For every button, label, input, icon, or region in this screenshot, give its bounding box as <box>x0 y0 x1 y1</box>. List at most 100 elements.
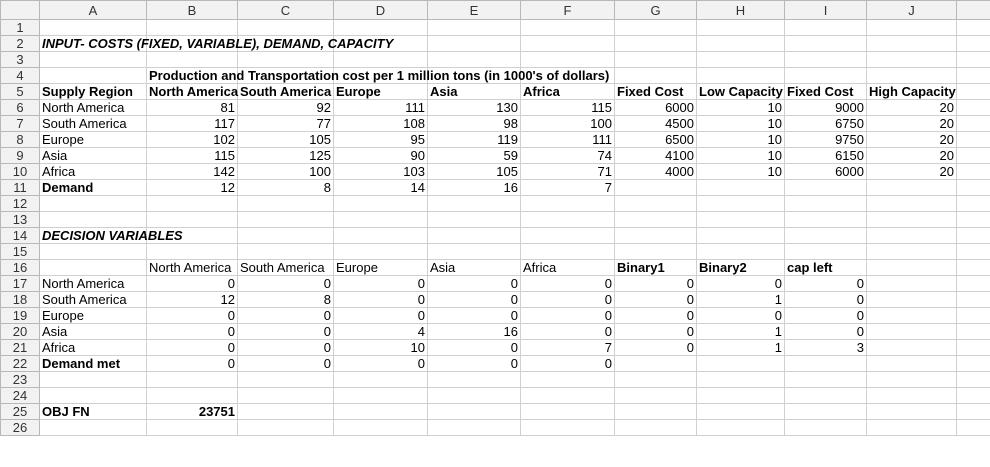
cell-e5[interactable]: Asia <box>427 83 521 100</box>
cell-b3[interactable] <box>146 51 238 68</box>
cell-j21[interactable] <box>866 339 957 356</box>
cell-d8[interactable]: 95 <box>333 131 428 148</box>
cell-a21[interactable]: Africa <box>39 339 147 356</box>
cell-i25[interactable] <box>784 403 867 420</box>
cell-f2[interactable] <box>520 35 615 52</box>
cell-a4[interactable] <box>39 67 147 84</box>
cell-e12[interactable] <box>427 195 521 212</box>
cell-e15[interactable] <box>427 243 521 260</box>
cell-j3[interactable] <box>866 51 957 68</box>
cell-j17[interactable] <box>866 275 957 292</box>
cell-e3[interactable] <box>427 51 521 68</box>
cell-i2[interactable] <box>784 35 867 52</box>
cell-f15[interactable] <box>520 243 615 260</box>
column-header-c[interactable]: C <box>237 0 334 20</box>
cell-j10[interactable]: 20 <box>866 163 957 180</box>
cell-c24[interactable] <box>237 387 334 404</box>
cell-g14[interactable] <box>614 227 697 244</box>
cell-d18[interactable]: 0 <box>333 291 428 308</box>
cell-overflow-18[interactable] <box>956 291 990 308</box>
cell-a3[interactable] <box>39 51 147 68</box>
cell-j9[interactable]: 20 <box>866 147 957 164</box>
cell-f20[interactable]: 0 <box>520 323 615 340</box>
column-header-f[interactable]: F <box>520 0 615 20</box>
cell-e7[interactable]: 98 <box>427 115 521 132</box>
cell-e23[interactable] <box>427 371 521 388</box>
cell-j14[interactable] <box>866 227 957 244</box>
row-header-5[interactable]: 5 <box>0 83 40 100</box>
cell-f24[interactable] <box>520 387 615 404</box>
cell-b11[interactable]: 12 <box>146 179 238 196</box>
cell-c16[interactable]: South America <box>237 259 334 276</box>
cell-i20[interactable]: 0 <box>784 323 867 340</box>
cell-d19[interactable]: 0 <box>333 307 428 324</box>
cell-overflow-13[interactable] <box>956 211 990 228</box>
cell-overflow-17[interactable] <box>956 275 990 292</box>
cell-j16[interactable] <box>866 259 957 276</box>
cell-g16[interactable]: Binary1 <box>614 259 697 276</box>
cell-c19[interactable]: 0 <box>237 307 334 324</box>
cell-c3[interactable] <box>237 51 334 68</box>
cell-j19[interactable] <box>866 307 957 324</box>
cell-i8[interactable]: 9750 <box>784 131 867 148</box>
cell-e8[interactable]: 119 <box>427 131 521 148</box>
cell-f19[interactable]: 0 <box>520 307 615 324</box>
cell-i1[interactable] <box>784 19 867 36</box>
cell-h3[interactable] <box>696 51 785 68</box>
cell-e1[interactable] <box>427 19 521 36</box>
cell-i16[interactable]: cap left <box>784 259 867 276</box>
cell-overflow-26[interactable] <box>956 419 990 436</box>
cell-i26[interactable] <box>784 419 867 436</box>
cell-e18[interactable]: 0 <box>427 291 521 308</box>
cell-g4[interactable] <box>614 67 697 84</box>
cell-c12[interactable] <box>237 195 334 212</box>
cell-g5[interactable]: Fixed Cost <box>614 83 697 100</box>
cell-d11[interactable]: 14 <box>333 179 428 196</box>
cell-j25[interactable] <box>866 403 957 420</box>
cell-e17[interactable]: 0 <box>427 275 521 292</box>
cell-g22[interactable] <box>614 355 697 372</box>
cell-a8[interactable]: Europe <box>39 131 147 148</box>
cell-c7[interactable]: 77 <box>237 115 334 132</box>
row-header-26[interactable]: 26 <box>0 419 40 436</box>
cell-j11[interactable] <box>866 179 957 196</box>
cell-b1[interactable] <box>146 19 238 36</box>
cell-g10[interactable]: 4000 <box>614 163 697 180</box>
cell-g18[interactable]: 0 <box>614 291 697 308</box>
cell-b16[interactable]: North America <box>146 259 238 276</box>
cell-j18[interactable] <box>866 291 957 308</box>
cell-h5[interactable]: Low Capacity <box>696 83 785 100</box>
cell-d1[interactable] <box>333 19 428 36</box>
cell-e9[interactable]: 59 <box>427 147 521 164</box>
column-header-j[interactable]: J <box>866 0 957 20</box>
cell-d25[interactable] <box>333 403 428 420</box>
cell-i10[interactable]: 6000 <box>784 163 867 180</box>
cell-overflow-9[interactable] <box>956 147 990 164</box>
cell-d17[interactable]: 0 <box>333 275 428 292</box>
cell-overflow-1[interactable] <box>956 19 990 36</box>
row-header-17[interactable]: 17 <box>0 275 40 292</box>
cell-i5[interactable]: Fixed Cost <box>784 83 867 100</box>
column-header-a[interactable]: A <box>39 0 147 20</box>
cell-overflow-16[interactable] <box>956 259 990 276</box>
cell-a26[interactable] <box>39 419 147 436</box>
cell-h17[interactable]: 0 <box>696 275 785 292</box>
cell-e20[interactable]: 16 <box>427 323 521 340</box>
cell-h19[interactable]: 0 <box>696 307 785 324</box>
cell-i18[interactable]: 0 <box>784 291 867 308</box>
column-header-i[interactable]: I <box>784 0 867 20</box>
cell-b7[interactable]: 117 <box>146 115 238 132</box>
cell-i24[interactable] <box>784 387 867 404</box>
row-header-6[interactable]: 6 <box>0 99 40 116</box>
cell-i15[interactable] <box>784 243 867 260</box>
cell-overflow-4[interactable] <box>956 67 990 84</box>
cell-g13[interactable] <box>614 211 697 228</box>
cell-g1[interactable] <box>614 19 697 36</box>
row-header-3[interactable]: 3 <box>0 51 40 68</box>
cell-h23[interactable] <box>696 371 785 388</box>
cell-d3[interactable] <box>333 51 428 68</box>
cell-h9[interactable]: 10 <box>696 147 785 164</box>
cell-h18[interactable]: 1 <box>696 291 785 308</box>
cell-f5[interactable]: Africa <box>520 83 615 100</box>
cell-a5[interactable]: Supply Region <box>39 83 147 100</box>
